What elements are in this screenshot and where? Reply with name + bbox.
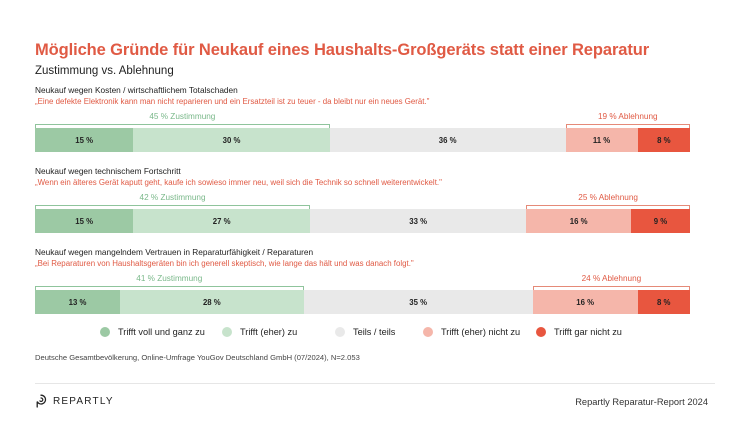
stacked-bar: 15 % 27 % 33 % 16 % 9 % bbox=[35, 209, 690, 233]
legend-swatch bbox=[423, 327, 433, 337]
group-label: Neukauf wegen technischem Fortschritt bbox=[35, 166, 181, 176]
legend-swatch bbox=[536, 327, 546, 337]
disagree-bracket: 19 % Ablehnung bbox=[565, 112, 690, 130]
bar-segment: 33 % bbox=[310, 209, 527, 233]
bar-segment: 16 % bbox=[532, 290, 638, 314]
legend-swatch bbox=[222, 327, 232, 337]
legend-label: Trifft (eher) nicht zu bbox=[441, 327, 521, 337]
bracket-line bbox=[35, 124, 330, 129]
legend-label: Trifft (eher) zu bbox=[240, 327, 298, 337]
chart-subtitle: Zustimmung vs. Ablehnung bbox=[35, 65, 174, 77]
group-quote: „Bei Reparaturen von Haushaltsgeräten bi… bbox=[35, 259, 414, 268]
chart-group: Neukauf wegen mangelndem Vertrauen in Re… bbox=[35, 247, 690, 314]
bracket-line bbox=[35, 286, 304, 291]
stacked-bar: 13 % 28 % 35 % 16 % 8 % bbox=[35, 290, 690, 314]
group-quote: „Wenn ein älteres Gerät kaputt geht, kau… bbox=[35, 178, 442, 187]
bar-segment: 8 % bbox=[637, 128, 690, 152]
disagree-bracket: 24 % Ablehnung bbox=[532, 274, 690, 292]
agree-label: 45 % Zustimmung bbox=[149, 112, 216, 121]
group-quote: „Eine defekte Elektronik kann man nicht … bbox=[35, 97, 430, 106]
chart-group: Neukauf wegen Kosten / wirtschaftlichem … bbox=[35, 85, 690, 152]
bar-segment: 13 % bbox=[35, 290, 121, 314]
bar-segment: 15 % bbox=[35, 128, 134, 152]
agree-label: 41 % Zustimmung bbox=[136, 274, 203, 283]
disagree-bracket: 25 % Ablehnung bbox=[526, 193, 690, 211]
legend-label: Teils / teils bbox=[353, 327, 396, 337]
bar-segment: 35 % bbox=[303, 290, 533, 314]
legend: Trifft voll und ganz zu Trifft (eher) zu… bbox=[0, 327, 750, 341]
legend-item-teils: Teils / teils bbox=[335, 327, 395, 337]
legend-item-eher-nicht: Trifft (eher) nicht zu bbox=[423, 327, 520, 337]
bar-segment: 36 % bbox=[329, 128, 566, 152]
bar-segment: 8 % bbox=[637, 290, 690, 314]
agree-bracket: 42 % Zustimmung bbox=[35, 193, 311, 211]
bar-segment: 30 % bbox=[133, 128, 330, 152]
stacked-bar: 15 % 30 % 36 % 11 % 8 % bbox=[35, 128, 690, 152]
agree-bracket: 41 % Zustimmung bbox=[35, 274, 304, 292]
legend-item-gar-nicht: Trifft gar nicht zu bbox=[536, 327, 622, 337]
bar-segment: 15 % bbox=[35, 209, 134, 233]
agree-label: 42 % Zustimmung bbox=[139, 193, 206, 202]
bar-segment: 16 % bbox=[526, 209, 632, 233]
disagree-label: 24 % Ablehnung bbox=[581, 274, 642, 283]
legend-swatch bbox=[335, 327, 345, 337]
brand-name: REPARTLY bbox=[53, 395, 114, 407]
bracket-line bbox=[526, 205, 690, 210]
bar-segment: 11 % bbox=[565, 128, 638, 152]
group-label: Neukauf wegen mangelndem Vertrauen in Re… bbox=[35, 247, 314, 257]
footer-divider bbox=[35, 383, 715, 384]
agree-bracket: 45 % Zustimmung bbox=[35, 112, 330, 130]
disagree-label: 25 % Ablehnung bbox=[578, 193, 638, 202]
bar-segment: 27 % bbox=[133, 209, 311, 233]
group-label: Neukauf wegen Kosten / wirtschaftlichem … bbox=[35, 85, 238, 95]
chart-title: Mögliche Gründe für Neukauf eines Hausha… bbox=[35, 41, 650, 59]
report-name: Repartly Reparatur-Report 2024 bbox=[575, 397, 708, 407]
bar-segment: 9 % bbox=[631, 209, 690, 233]
brand-logo: REPARTLY bbox=[35, 394, 114, 408]
source-note: Deutsche Gesamtbevölkerung, Online-Umfra… bbox=[35, 353, 360, 362]
legend-label: Trifft voll und ganz zu bbox=[118, 327, 205, 337]
bracket-line bbox=[35, 205, 311, 210]
legend-label: Trifft gar nicht zu bbox=[554, 327, 622, 337]
repartly-logo-icon bbox=[36, 394, 47, 408]
legend-item-eher: Trifft (eher) zu bbox=[222, 327, 297, 337]
disagree-label: 19 % Ablehnung bbox=[597, 112, 658, 121]
bar-segment: 28 % bbox=[120, 290, 304, 314]
bracket-line bbox=[565, 124, 690, 129]
legend-item-voll: Trifft voll und ganz zu bbox=[100, 327, 205, 337]
legend-swatch bbox=[100, 327, 110, 337]
bracket-line bbox=[532, 286, 690, 291]
chart-group: Neukauf wegen technischem Fortschritt „We… bbox=[35, 166, 690, 233]
